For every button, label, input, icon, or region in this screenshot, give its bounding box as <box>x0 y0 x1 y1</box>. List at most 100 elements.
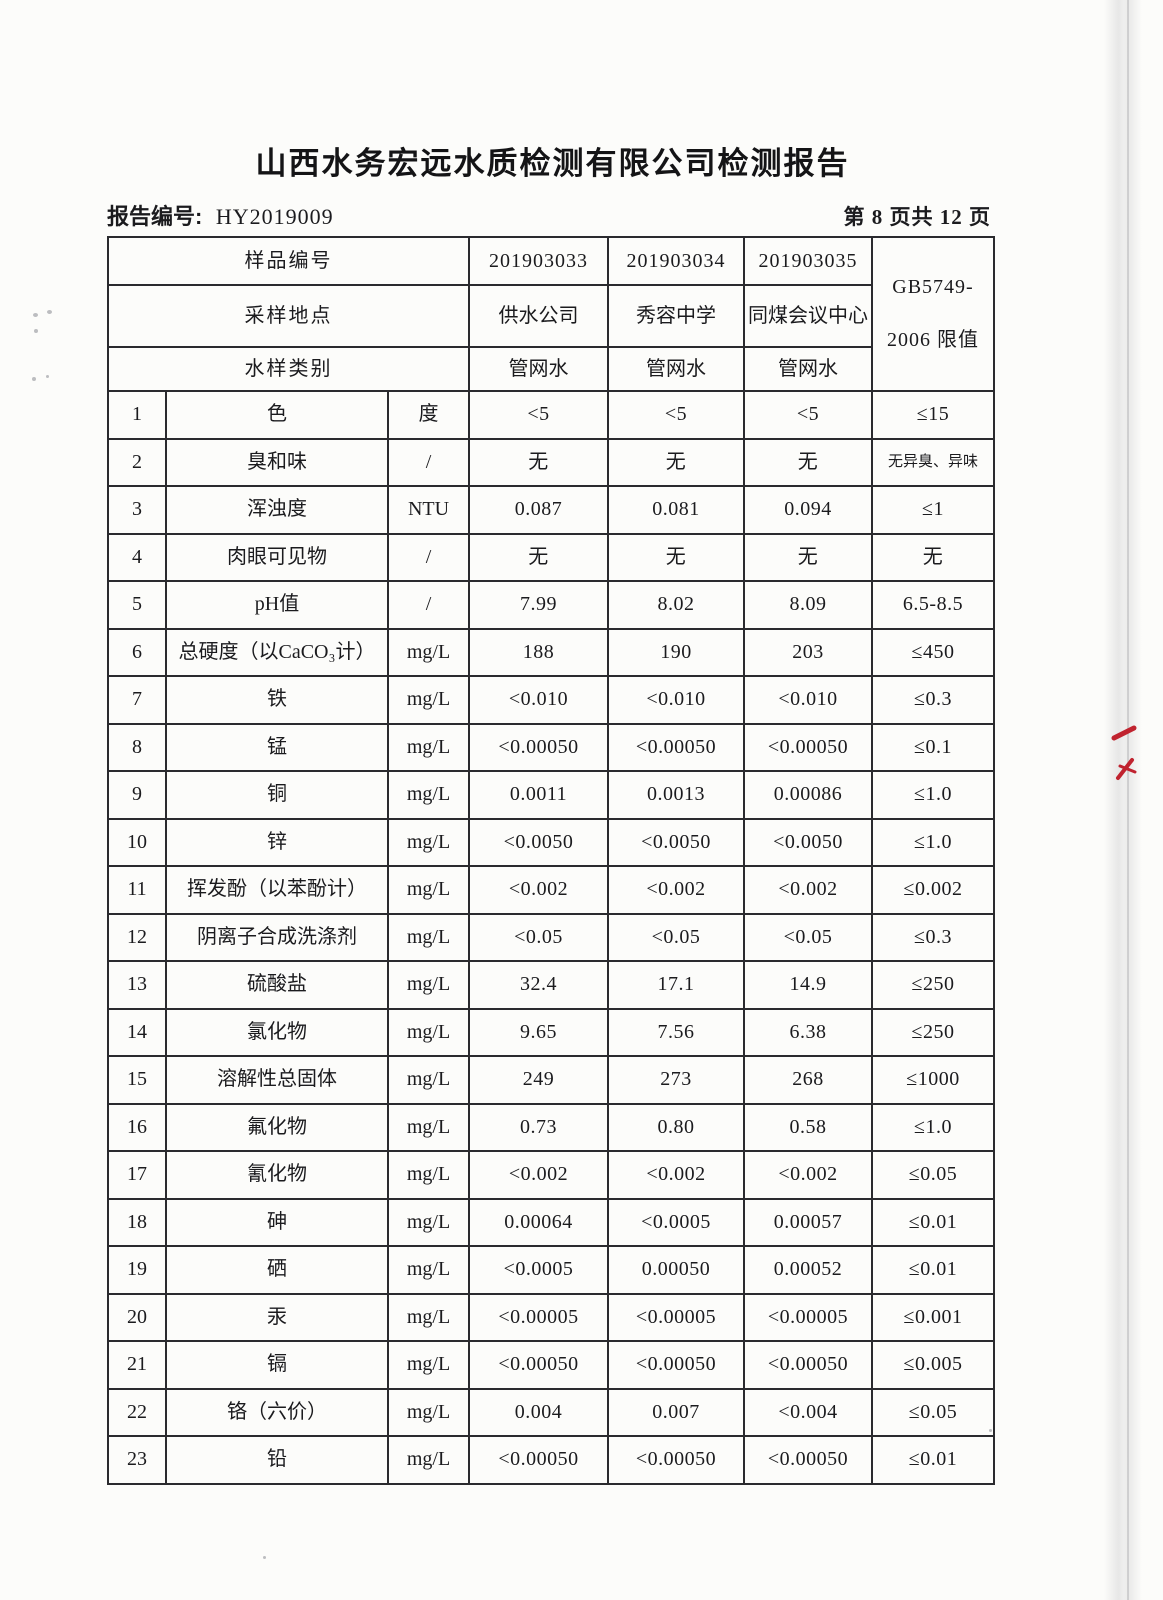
row-number-cell: 12 <box>107 912 167 962</box>
table-row: 7 铁 mg/L <0.010 <0.010 <0.010 ≤0.3 <box>107 675 995 725</box>
value-cell-sample-2: <0.0005 <box>607 1197 745 1247</box>
unit-cell: mg/L <box>387 1007 470 1057</box>
table-row: 8 锰 mg/L <0.00050 <0.00050 <0.00050 ≤0.1 <box>107 722 995 772</box>
value-cell-sample-3: 0.00086 <box>743 770 873 820</box>
paper-speck <box>32 377 36 381</box>
sampling-site-3: 同煤会议中心 <box>743 284 873 348</box>
value-cell-sample-2: 7.56 <box>607 1007 745 1057</box>
parameter-name-cell: 铬（六价） <box>165 1387 389 1437</box>
limit-cell: ≤0.01 <box>871 1435 995 1485</box>
unit-cell: mg/L <box>387 722 470 772</box>
parameter-name-cell: 汞 <box>165 1292 389 1342</box>
unit-cell: mg/L <box>387 1387 470 1437</box>
unit-cell: 度 <box>387 390 470 440</box>
table-row: 9 铜 mg/L 0.0011 0.0013 0.00086 ≤1.0 <box>107 770 995 820</box>
value-cell-sample-2: 17.1 <box>607 960 745 1010</box>
row-number-cell: 5 <box>107 580 167 630</box>
limit-cell: ≤1.0 <box>871 817 995 867</box>
value-cell-sample-2: 0.007 <box>607 1387 745 1437</box>
row-number-cell: 15 <box>107 1055 167 1105</box>
table-row: 22 铬（六价） mg/L 0.004 0.007 <0.004 ≤0.05 <box>107 1387 995 1437</box>
unit-cell: mg/L <box>387 675 470 725</box>
value-cell-sample-1: <0.00050 <box>468 1435 609 1485</box>
parameter-name-cell: 臭和味 <box>165 437 389 487</box>
parameter-name-cell: 铁 <box>165 675 389 725</box>
value-cell-sample-1: 无 <box>468 532 609 582</box>
value-cell-sample-2: <0.002 <box>607 865 745 915</box>
parameter-name-cell: 氰化物 <box>165 1150 389 1200</box>
scan-edge-shadow <box>1104 0 1142 1600</box>
unit-cell: mg/L <box>387 1197 470 1247</box>
parameter-name-cell: 氟化物 <box>165 1102 389 1152</box>
unit-cell: / <box>387 437 470 487</box>
sample-id-1: 201903033 <box>468 236 609 286</box>
value-cell-sample-3: <0.010 <box>743 675 873 725</box>
parameter-name-cell: pH值 <box>165 580 389 630</box>
value-cell-sample-1: <0.010 <box>468 675 609 725</box>
limit-cell: ≤1000 <box>871 1055 995 1105</box>
row-number-cell: 19 <box>107 1245 167 1295</box>
parameter-name-cell: 浑浊度 <box>165 485 389 535</box>
table-row: 3 浑浊度 NTU 0.087 0.081 0.094 ≤1 <box>107 485 995 535</box>
table-row: 14 氯化物 mg/L 9.65 7.56 6.38 ≤250 <box>107 1007 995 1057</box>
value-cell-sample-2: 190 <box>607 627 745 677</box>
value-cell-sample-2: 无 <box>607 532 745 582</box>
limit-cell: ≤0.1 <box>871 722 995 772</box>
row-number-cell: 6 <box>107 627 167 677</box>
value-cell-sample-2: <0.00050 <box>607 1435 745 1485</box>
row-number-cell: 10 <box>107 817 167 867</box>
value-cell-sample-2: <0.00050 <box>607 722 745 772</box>
parameter-name-cell: 砷 <box>165 1197 389 1247</box>
value-cell-sample-1: <0.002 <box>468 865 609 915</box>
table-row: 21 镉 mg/L <0.00050 <0.00050 <0.00050 ≤0.005 <box>107 1340 995 1390</box>
unit-cell: mg/L <box>387 1292 470 1342</box>
value-cell-sample-3: 268 <box>743 1055 873 1105</box>
sample-type-3: 管网水 <box>743 346 873 392</box>
value-cell-sample-3: <0.004 <box>743 1387 873 1437</box>
unit-cell: mg/L <box>387 1340 470 1390</box>
unit-cell: mg/L <box>387 770 470 820</box>
row-number-cell: 2 <box>107 437 167 487</box>
scan-edge-line <box>1127 0 1129 1600</box>
page-indicator: 第 8 页共 12 页 <box>843 205 991 229</box>
parameter-name-cell: 锌 <box>165 817 389 867</box>
value-cell-sample-1: 0.0011 <box>468 770 609 820</box>
limit-cell: ≤0.001 <box>871 1292 995 1342</box>
value-cell-sample-3: <0.002 <box>743 865 873 915</box>
paper-speck <box>34 329 38 333</box>
parameter-name-cell: 铅 <box>165 1435 389 1485</box>
value-cell-sample-1: 249 <box>468 1055 609 1105</box>
parameter-name-cell: 溶解性总固体 <box>165 1055 389 1105</box>
value-cell-sample-2: 0.081 <box>607 485 745 535</box>
unit-cell: mg/L <box>387 960 470 1010</box>
row-number-cell: 22 <box>107 1387 167 1437</box>
limit-cell: ≤1 <box>871 485 995 535</box>
unit-cell: mg/L <box>387 1150 470 1200</box>
unit-cell: mg/L <box>387 627 470 677</box>
parameter-name-cell: 硒 <box>165 1245 389 1295</box>
header-row-sample-type: 水样类别 管网水 管网水 管网水 <box>107 346 994 392</box>
value-cell-sample-1: <0.0005 <box>468 1245 609 1295</box>
parameter-name-cell: 挥发酚（以苯酚计） <box>165 865 389 915</box>
value-cell-sample-1: <0.00050 <box>468 722 609 772</box>
parameter-name-cell: 锰 <box>165 722 389 772</box>
value-cell-sample-2: <0.002 <box>607 1150 745 1200</box>
table-row: 20 汞 mg/L <0.00005 <0.00005 <0.00005 ≤0.001 <box>107 1292 995 1342</box>
value-cell-sample-1: 188 <box>468 627 609 677</box>
row-number-cell: 20 <box>107 1292 167 1342</box>
parameter-name-cell: 氯化物 <box>165 1007 389 1057</box>
value-cell-sample-3: <5 <box>743 390 873 440</box>
table-row: 6 总硬度（以CaCO₃计） mg/L 188 190 203 ≤450 <box>107 627 995 677</box>
table-row: 19 硒 mg/L <0.0005 0.00050 0.00052 ≤0.01 <box>107 1245 995 1295</box>
limit-cell: ≤0.05 <box>871 1387 995 1437</box>
value-cell-sample-3: 0.00057 <box>743 1197 873 1247</box>
row-number-cell: 13 <box>107 960 167 1010</box>
value-cell-sample-1: 0.73 <box>468 1102 609 1152</box>
limit-cell: ≤0.01 <box>871 1197 995 1247</box>
value-cell-sample-1: <0.05 <box>468 912 609 962</box>
row-number-cell: 14 <box>107 1007 167 1057</box>
report-number-label: 报告编号: <box>107 204 203 229</box>
parameter-name-cell: 镉 <box>165 1340 389 1390</box>
value-cell-sample-3: 无 <box>743 437 873 487</box>
